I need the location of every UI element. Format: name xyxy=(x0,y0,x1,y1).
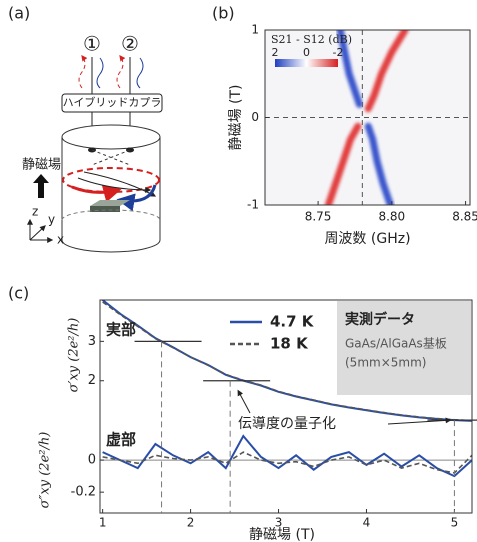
axis-label: x xyxy=(57,233,64,247)
series-line xyxy=(103,452,472,473)
port-label: ② xyxy=(121,32,139,56)
annotation-arrow xyxy=(388,420,450,424)
signal-arrow xyxy=(97,58,103,88)
signal-arrow xyxy=(117,56,123,88)
y-tick-label: 0 xyxy=(251,110,259,124)
axis-label: z xyxy=(32,205,38,219)
y-axis-label: σ′xy (2e²/h) xyxy=(67,318,82,393)
colorbar-title: S21 - S12 (dB) xyxy=(271,33,352,46)
x-tick-label: 2 xyxy=(187,516,195,530)
series-group xyxy=(103,436,472,476)
signal-arrow xyxy=(79,56,85,88)
cavity-top xyxy=(62,125,160,149)
annotation-arrow xyxy=(238,391,250,413)
panel-annotation: 虚部 xyxy=(106,431,136,449)
panel-label: (c) xyxy=(8,284,29,303)
x-tick-label: 8.80 xyxy=(378,210,405,224)
panel-label: (b) xyxy=(212,4,235,23)
port-label: ① xyxy=(83,32,101,56)
x-axis-label: 静磁場 (T) xyxy=(249,527,315,542)
signal-arrow xyxy=(137,58,143,88)
y-tick-label: 2 xyxy=(88,373,96,388)
y-axis-label: 静磁場 (T) xyxy=(228,85,244,151)
field-label: 静磁場 xyxy=(22,158,61,173)
figure: (a) ① ② ハイブリッドカプラ 静磁場 z y x (b) 8.75 8.80 xyxy=(0,0,477,542)
axis-label: y xyxy=(48,213,55,227)
colorbar-tick-label: -2 xyxy=(333,46,344,59)
y-tick-label: -1 xyxy=(247,198,259,212)
y-tick-label: 1 xyxy=(251,23,259,37)
sample xyxy=(90,206,120,212)
y-axis-label: σ″xy (2e²/h) xyxy=(38,432,53,509)
legend-label: 4.7 K xyxy=(270,313,315,331)
quantization-label: 伝導度の量子化 xyxy=(238,416,336,432)
panel-label: (a) xyxy=(8,4,30,23)
legend-label: 18 K xyxy=(270,335,309,353)
panel-annotation: 実部 xyxy=(106,321,136,339)
colorbar-tick-label: 2 xyxy=(272,46,279,59)
colorbar-tick-label: 0 xyxy=(303,46,310,59)
sample-title: 実測データ xyxy=(345,311,415,328)
y-tick-label: -0.2 xyxy=(71,485,96,500)
x-tick-label: 4 xyxy=(363,516,371,530)
sample-detail: (5mm×5mm) xyxy=(345,356,426,370)
field-arrow xyxy=(33,174,49,198)
y-tick-label: 0 xyxy=(88,453,96,468)
y-tick-label: 3 xyxy=(88,334,96,349)
axis-arrow xyxy=(30,226,45,240)
x-tick-label: 5 xyxy=(451,516,459,530)
colorbar xyxy=(275,59,338,67)
x-axis-label: 周波数 (GHz) xyxy=(324,231,410,247)
x-tick-label: 8.85 xyxy=(452,210,477,224)
cavity xyxy=(62,137,160,252)
x-tick-label: 8.75 xyxy=(305,210,332,224)
coupler-label: ハイブリッドカプラ xyxy=(63,95,162,109)
sample-detail: GaAs/AlGaAs基板 xyxy=(345,337,447,351)
panel-a: (a) ① ② ハイブリッドカプラ 静磁場 z y x xyxy=(8,4,162,252)
x-tick-label: 1 xyxy=(99,516,107,530)
